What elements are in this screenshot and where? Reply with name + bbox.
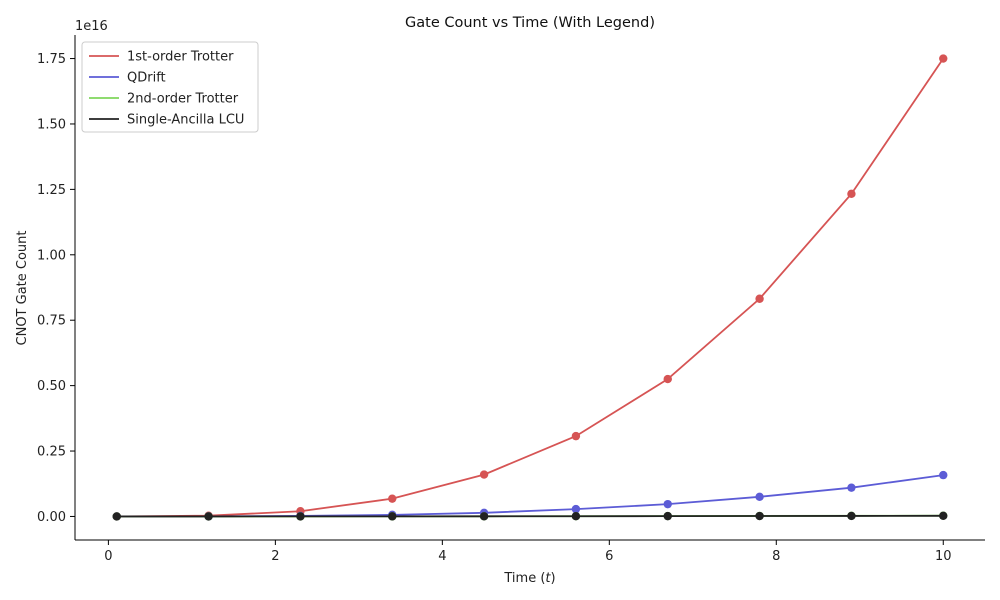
x-tick-label: 10 — [935, 549, 952, 564]
data-point-qdrift — [571, 504, 581, 514]
series-line-1st-order-trotter — [116, 58, 945, 518]
y-tick-label: 0.00 — [37, 510, 66, 525]
y-tick-label: 1.50 — [37, 117, 66, 132]
data-point-1st-order-trotter — [939, 54, 948, 63]
data-point-1st-order-trotter — [571, 431, 581, 441]
legend-label-qdrift: QDrift — [127, 71, 166, 86]
axes-layer — [74, 35, 985, 541]
data-point-single-ancilla-lcu — [112, 512, 121, 521]
series-line-qdrift — [116, 474, 944, 518]
data-point-1st-order-trotter — [479, 470, 489, 479]
legend: 1st-order Trotter QDrift 2nd-order Trotter… — [81, 41, 259, 133]
data-point-1st-order-trotter — [663, 374, 672, 384]
chart-title: Gate Count vs Time (With Legend) — [405, 15, 655, 31]
data-point-single-ancilla-lcu — [755, 511, 764, 521]
data-point-single-ancilla-lcu — [296, 512, 305, 521]
data-point-1st-order-trotter — [755, 294, 764, 303]
y-tick-label: 0.25 — [37, 445, 66, 460]
x-tick-label: 4 — [438, 549, 446, 564]
series-layer — [112, 54, 948, 521]
legend-label-2nd-order-trotter: 2nd-order Trotter — [127, 92, 239, 107]
y-tick-label: 1.00 — [37, 248, 66, 263]
y-tick-label: 0.75 — [37, 314, 66, 329]
data-point-single-ancilla-lcu — [571, 512, 581, 521]
x-tick-label: 2 — [271, 549, 279, 564]
data-point-1st-order-trotter — [847, 189, 856, 199]
x-tick-label: 0 — [104, 549, 112, 564]
data-point-single-ancilla-lcu — [939, 511, 948, 520]
data-point-qdrift — [847, 483, 856, 492]
legend-label-single-ancilla-lcu: Single-Ancilla LCU — [127, 113, 244, 128]
data-point-single-ancilla-lcu — [204, 512, 213, 521]
y-offset-label: 1e16 — [75, 19, 108, 34]
y-tick-label: 1.25 — [37, 183, 66, 198]
x-tick-label: 8 — [772, 549, 780, 564]
series-line-single-ancilla-lcu — [116, 514, 944, 518]
data-point-single-ancilla-lcu — [388, 512, 397, 521]
data-point-qdrift — [939, 470, 948, 480]
x-tick-label: 6 — [605, 549, 613, 564]
data-point-single-ancilla-lcu — [847, 511, 856, 521]
ticks-layer: 0 2 4 6 8 10 0.00 0.25 0.50 0.75 1.00 1.25 1.50 1.75 — [37, 52, 951, 564]
data-point-1st-order-trotter — [388, 494, 397, 503]
y-axis-label: CNOT Gate Count — [15, 231, 30, 346]
legend-box — [81, 41, 259, 133]
data-point-single-ancilla-lcu — [479, 512, 489, 521]
data-point-single-ancilla-lcu — [663, 511, 672, 521]
legend-label-1st-order-trotter: 1st-order Trotter — [127, 50, 234, 65]
data-point-qdrift — [663, 499, 672, 509]
x-axis-label: Time (t) — [503, 571, 555, 586]
data-point-qdrift — [755, 492, 764, 502]
y-tick-label: 0.50 — [37, 379, 66, 394]
y-tick-label: 1.75 — [37, 52, 66, 67]
